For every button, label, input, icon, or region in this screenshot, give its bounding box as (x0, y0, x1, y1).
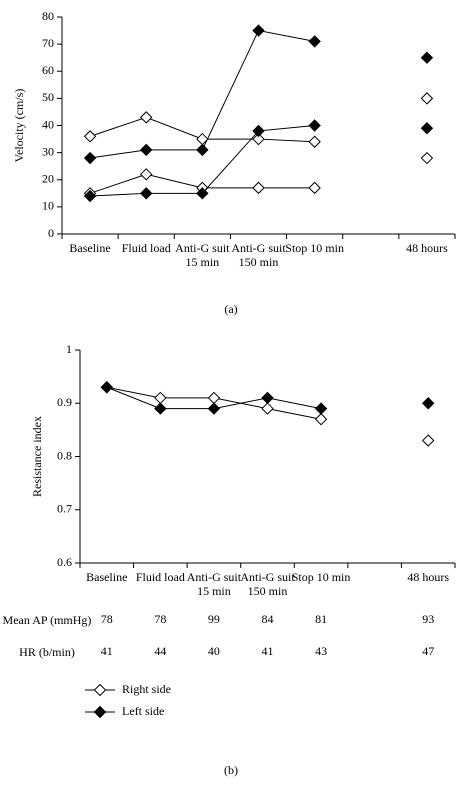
y-tick-label: 0.6 (57, 555, 72, 569)
data-point (252, 132, 265, 146)
table-row-label: Mean AP (mmHg) (2, 613, 92, 627)
y-tick-label: 30 (42, 144, 54, 158)
table-cell: 78 (154, 612, 166, 626)
y-axis-label: Velocity (cm/s) (12, 89, 26, 163)
data-point (154, 391, 167, 405)
y-tick-label: 0 (48, 226, 54, 240)
data-point (314, 413, 328, 426)
table-cell: 93 (422, 612, 434, 626)
data-point (420, 92, 434, 105)
x-tick-label: Stop 10 min (285, 241, 344, 255)
x-tick-label: Anti-G suit 15 min (186, 570, 242, 598)
data-point (420, 151, 434, 165)
x-tick-label: Anti-G suit 150 min (231, 241, 286, 269)
y-tick-label: 70 (42, 36, 54, 50)
data-point (422, 397, 435, 410)
table-cell: 99 (208, 612, 220, 626)
legend-marker (93, 683, 107, 697)
table-cell: 44 (154, 644, 166, 658)
data-point (261, 402, 274, 415)
data-point (83, 151, 97, 165)
data-point (196, 132, 209, 146)
y-tick-label: 60 (42, 63, 54, 77)
data-point (252, 181, 265, 195)
data-point (196, 187, 209, 200)
y-tick-label: 20 (42, 172, 54, 186)
data-point (83, 130, 97, 143)
y-tick-label: 1 (66, 342, 72, 356)
data-point (252, 24, 265, 37)
x-tick-label: Fluid load (121, 241, 171, 255)
data-point (308, 181, 321, 195)
table-cell: 84 (262, 612, 274, 626)
y-tick-label: 80 (42, 9, 54, 23)
data-point (308, 135, 321, 148)
data-point (261, 391, 274, 405)
y-tick-label: 50 (42, 90, 54, 104)
x-tick-label: Baseline (69, 241, 111, 255)
data-point (140, 111, 153, 124)
y-tick-label: 0.7 (57, 502, 72, 516)
x-tick-label: Fluid load (135, 570, 185, 584)
y-axis-label: Resistance index (30, 416, 44, 497)
x-tick-label: Baseline (86, 570, 128, 584)
x-tick-label: Stop 10 min (291, 570, 351, 584)
table-cell: 47 (422, 644, 434, 658)
data-point (308, 35, 321, 48)
data-point (252, 124, 265, 138)
y-tick-label: 0.9 (57, 395, 72, 409)
data-point (83, 189, 97, 203)
data-point (420, 51, 434, 64)
x-tick-label: 48 hours (407, 570, 450, 584)
data-point (140, 143, 153, 157)
caption: (b) (224, 763, 238, 777)
table-row-label: HR (b/min) (19, 645, 75, 659)
y-tick-label: 40 (42, 117, 54, 131)
y-tick-label: 0.8 (57, 448, 72, 462)
data-point (140, 168, 153, 181)
x-tick-label: Anti-G suit 15 min (175, 241, 230, 269)
table-cell: 43 (315, 644, 327, 658)
data-point (308, 119, 321, 132)
data-point (314, 402, 328, 415)
legend-label: Right side (122, 682, 171, 696)
table-cell: 41 (262, 644, 274, 658)
data-point (196, 143, 209, 157)
table-cell: 81 (315, 612, 327, 626)
data-point (420, 122, 434, 135)
legend-marker (93, 705, 107, 719)
legend-label: Left side (122, 704, 164, 718)
table-cell: 40 (208, 644, 220, 658)
data-point (207, 402, 221, 415)
data-point (422, 434, 435, 447)
data-point (100, 381, 113, 394)
table-cell: 78 (101, 612, 113, 626)
data-point (140, 187, 153, 200)
y-tick-label: 10 (42, 199, 54, 213)
x-tick-label: 48 hours (406, 241, 448, 255)
data-point (207, 391, 221, 405)
data-point (154, 402, 167, 415)
x-tick-label: Anti-G suit 150 min (240, 570, 295, 598)
table-cell: 41 (101, 644, 113, 658)
caption: (a) (224, 302, 237, 316)
